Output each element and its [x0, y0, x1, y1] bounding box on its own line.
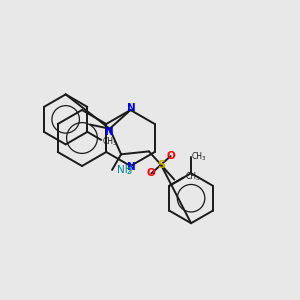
Text: 3: 3 — [202, 156, 206, 161]
Text: CH: CH — [185, 172, 196, 181]
Text: 3: 3 — [195, 176, 199, 181]
Text: O: O — [166, 151, 175, 161]
Text: NH: NH — [117, 165, 133, 175]
Text: 2: 2 — [126, 167, 131, 176]
Text: CH: CH — [102, 137, 113, 146]
Text: 3: 3 — [112, 141, 116, 146]
Text: CH: CH — [192, 152, 203, 161]
Text: O: O — [147, 169, 156, 178]
Text: N: N — [105, 127, 114, 137]
Text: N: N — [127, 103, 136, 113]
Text: N: N — [127, 162, 136, 172]
Text: S: S — [157, 160, 165, 170]
